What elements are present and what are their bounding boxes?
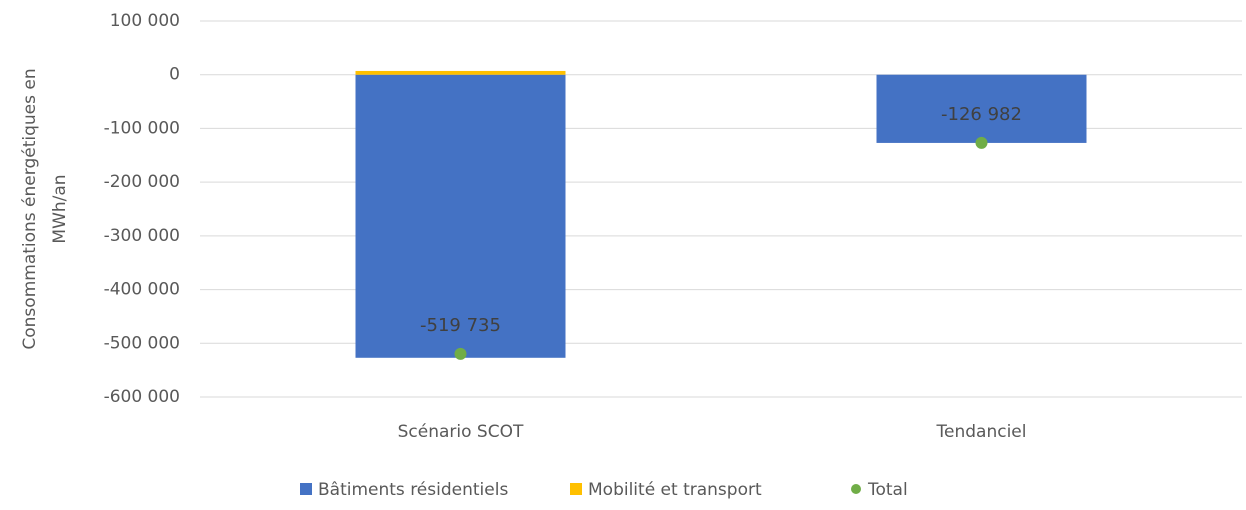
legend-label: Mobilité et transport bbox=[588, 480, 762, 500]
bar-segment bbox=[355, 74, 566, 358]
y-tick-label: -200 000 bbox=[104, 172, 180, 192]
total-point bbox=[454, 347, 467, 360]
y-axis-title: Consommations énergétiques en bbox=[20, 68, 40, 349]
y-tick-label: -300 000 bbox=[104, 226, 180, 246]
data-label: -519 735 bbox=[420, 315, 501, 336]
y-tick-label: 100 000 bbox=[110, 11, 180, 31]
legend-label: Bâtiments résidentiels bbox=[318, 480, 508, 500]
legend-swatch bbox=[851, 484, 861, 494]
y-tick-label: -500 000 bbox=[104, 333, 180, 353]
legend-swatch bbox=[570, 483, 582, 495]
y-tick-label: -100 000 bbox=[104, 118, 180, 138]
y-tick-label: -600 000 bbox=[104, 387, 180, 407]
legend-swatch bbox=[300, 483, 312, 495]
y-axis-title: MWh/an bbox=[50, 174, 70, 243]
legend-label: Total bbox=[867, 480, 908, 500]
total-point bbox=[975, 136, 988, 149]
y-tick-label: -400 000 bbox=[104, 280, 180, 300]
x-tick-label: Tendanciel bbox=[936, 422, 1027, 442]
bar-segment bbox=[876, 74, 1087, 143]
x-tick-label: Scénario SCOT bbox=[398, 422, 524, 442]
data-label: -126 982 bbox=[941, 104, 1022, 125]
bar-segment bbox=[355, 70, 566, 75]
y-tick-label: 0 bbox=[169, 65, 180, 85]
